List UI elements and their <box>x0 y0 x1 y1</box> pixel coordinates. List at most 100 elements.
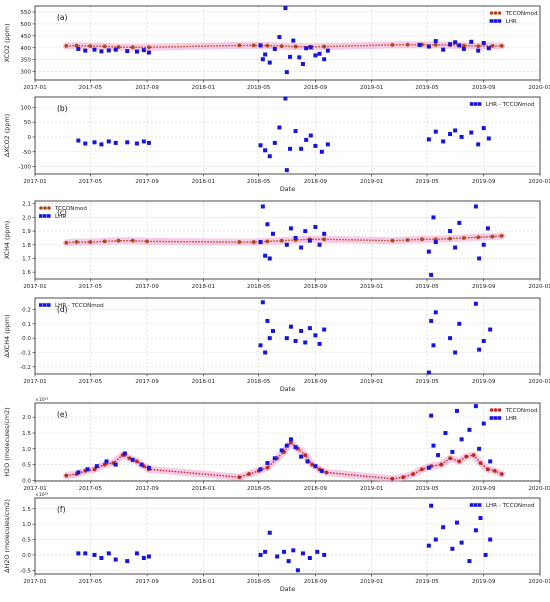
data-point <box>263 148 268 153</box>
data-point <box>319 149 324 154</box>
data-point <box>237 475 242 480</box>
data-point <box>303 229 308 234</box>
data-point <box>490 43 495 48</box>
data-point <box>300 551 305 556</box>
data-point <box>448 132 453 137</box>
data-point <box>141 139 146 144</box>
data-point <box>431 215 436 220</box>
data-point <box>106 551 111 556</box>
data-point <box>88 240 93 244</box>
data-point <box>473 404 478 409</box>
data-point <box>265 318 270 323</box>
panel-c: 2017-01 2017-05 2017-09 2018-01 2018-05 2018-… <box>3 200 550 290</box>
data-point <box>433 240 438 245</box>
data-point <box>99 556 104 560</box>
data-point <box>284 70 289 75</box>
x-tick-label: 2019-01 <box>360 379 384 385</box>
data-point <box>411 472 416 476</box>
series-lhr <box>76 6 491 75</box>
data-point <box>282 549 287 554</box>
data-point <box>92 552 97 557</box>
data-point <box>457 43 462 48</box>
data-point <box>431 443 436 448</box>
data-point <box>453 40 458 45</box>
y-tick-label: 1.6 <box>22 270 31 276</box>
x-tick-label: 2019-05 <box>415 85 439 91</box>
data-point <box>433 537 438 542</box>
y-tick-label: -0.2 <box>20 365 31 371</box>
legend: LHR - TCCONmod <box>469 503 535 509</box>
legend-marker <box>493 408 498 412</box>
x-tick-label: 2018-05 <box>247 486 271 492</box>
x-tick-label: 2018-09 <box>304 284 328 290</box>
legend-label: LHR <box>506 416 517 422</box>
series-tcconmod <box>62 41 506 51</box>
data-point <box>313 225 318 229</box>
y-axis-label: ΔH2O (molecules/cm2) <box>3 499 11 573</box>
data-point <box>481 126 486 131</box>
series-tcconmod <box>62 439 506 483</box>
x-tick-label: 2017-01 <box>23 284 47 290</box>
data-point <box>293 235 298 240</box>
data-point <box>488 327 493 332</box>
data-point <box>467 427 472 432</box>
x-tick-label: 2017-05 <box>79 486 103 492</box>
y-axis-label: ΔXCO2 (ppm) <box>3 114 11 157</box>
legend-marker <box>489 416 494 420</box>
data-point <box>267 530 272 535</box>
y-tick-label: 50 <box>24 120 32 126</box>
data-point <box>83 141 88 146</box>
data-point <box>486 136 491 141</box>
x-tick-label: 2020-01 <box>528 85 550 91</box>
data-point <box>113 47 118 52</box>
y-axis-label: XCO2 (ppm) <box>3 24 11 63</box>
series-lhr <box>258 204 490 277</box>
data-point <box>481 242 486 247</box>
x-tick-label: 2018-09 <box>304 579 328 585</box>
data-point <box>125 140 130 145</box>
legend-label: LHR - TCCONmod <box>55 303 104 309</box>
data-point <box>288 146 293 151</box>
y-tick-label: -0.1 <box>20 350 31 356</box>
data-point <box>283 6 288 11</box>
legend-marker <box>39 303 43 307</box>
y-tick-label: 1.8 <box>22 243 31 249</box>
data-point <box>453 245 458 250</box>
data-point <box>483 552 488 557</box>
series-lhr <box>76 404 493 475</box>
data-point <box>99 142 104 147</box>
x-tick-label: 2019-01 <box>360 486 384 492</box>
data-point <box>299 245 304 250</box>
data-point <box>450 449 455 454</box>
x-tick-label: 2018-09 <box>304 85 328 91</box>
data-point <box>401 475 405 480</box>
data-point <box>433 310 438 315</box>
data-point <box>135 459 139 464</box>
data-point <box>308 133 313 138</box>
x-tick-label: 2019-05 <box>415 486 439 492</box>
x-tick-label: 2019-01 <box>360 85 384 91</box>
data-point <box>476 44 481 49</box>
data-point <box>237 240 242 244</box>
data-point <box>265 43 270 48</box>
data-point <box>443 431 448 435</box>
data-point <box>310 462 315 467</box>
data-point <box>303 453 308 458</box>
data-point <box>284 242 289 247</box>
data-point <box>308 45 313 50</box>
data-point <box>94 464 99 469</box>
legend-marker <box>477 102 482 106</box>
legend-marker <box>497 408 502 412</box>
data-point <box>476 142 481 147</box>
legend-label: TCCONmod <box>54 206 87 212</box>
data-point <box>319 468 324 473</box>
data-point <box>499 472 504 476</box>
x-tick-label: 2019-01 <box>360 179 384 185</box>
data-point <box>441 139 446 144</box>
data-point <box>448 336 453 341</box>
x-tick-label: 2020-01 <box>528 179 550 185</box>
data-point <box>476 48 481 53</box>
x-tick-label: 2020-01 <box>528 379 550 385</box>
data-point <box>436 453 441 458</box>
legend-label: LHR - TCCONmod <box>486 102 535 108</box>
